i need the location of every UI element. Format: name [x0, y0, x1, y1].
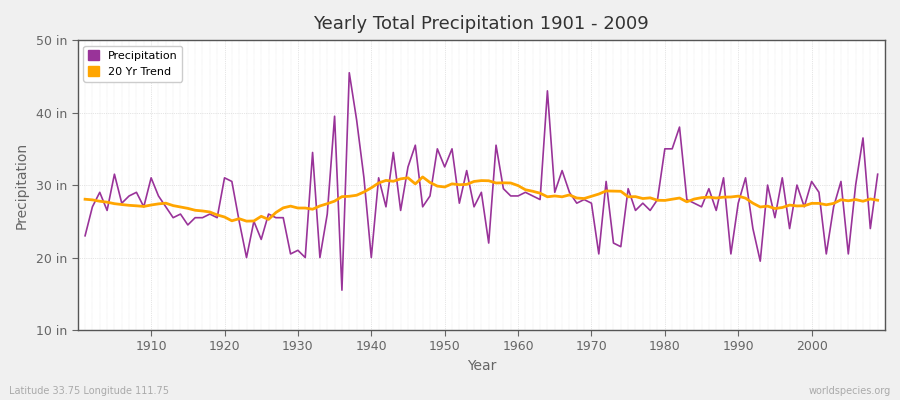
Precipitation [358, 176, 369, 180]
Precipitation [344, 70, 355, 75]
Precipitation [616, 244, 626, 249]
20 Yr Trend [307, 207, 318, 212]
Line: 20 Yr Trend: 20 Yr Trend [86, 177, 878, 221]
20 Yr Trend [139, 204, 149, 209]
20 Yr Trend [241, 219, 252, 224]
Precipitation [337, 288, 347, 292]
Line: Precipitation: Precipitation [86, 73, 878, 290]
20 Yr Trend [418, 174, 428, 179]
Precipitation [139, 204, 149, 209]
Y-axis label: Precipitation: Precipitation [15, 142, 29, 229]
20 Yr Trend [351, 193, 362, 198]
20 Yr Trend [616, 189, 626, 194]
20 Yr Trend [872, 198, 883, 203]
Legend: Precipitation, 20 Yr Trend: Precipitation, 20 Yr Trend [84, 46, 182, 82]
Precipitation [527, 194, 538, 198]
Precipitation [872, 172, 883, 176]
Text: worldspecies.org: worldspecies.org [809, 386, 891, 396]
X-axis label: Year: Year [467, 359, 496, 373]
Precipitation [80, 234, 91, 238]
Precipitation [520, 190, 531, 195]
20 Yr Trend [520, 187, 531, 192]
20 Yr Trend [527, 189, 538, 194]
20 Yr Trend [80, 197, 91, 202]
Title: Yearly Total Precipitation 1901 - 2009: Yearly Total Precipitation 1901 - 2009 [313, 15, 649, 33]
Precipitation [300, 255, 310, 260]
Text: Latitude 33.75 Longitude 111.75: Latitude 33.75 Longitude 111.75 [9, 386, 169, 396]
